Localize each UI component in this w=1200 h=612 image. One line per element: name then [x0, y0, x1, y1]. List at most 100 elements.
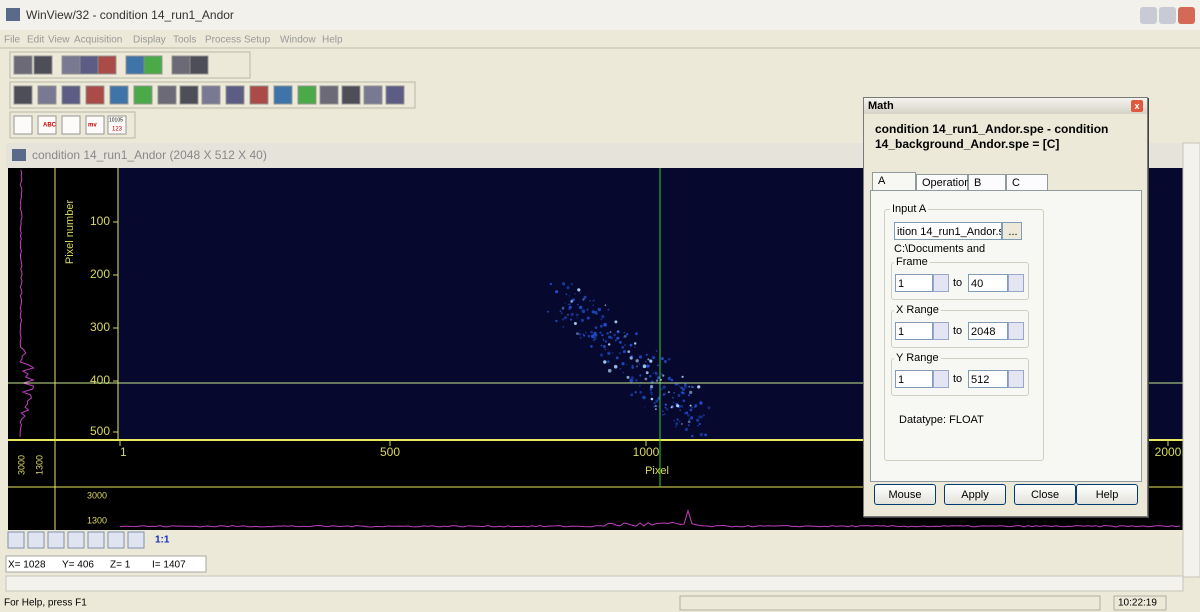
speckle	[566, 293, 568, 295]
spinner[interactable]	[1008, 274, 1024, 292]
menu-item[interactable]: File	[4, 35, 21, 46]
range-to[interactable]: 512	[968, 370, 1008, 388]
speckle	[569, 295, 570, 296]
speckle	[626, 364, 627, 365]
speckle	[617, 331, 618, 332]
spinner[interactable]	[1008, 322, 1024, 340]
toolbar-button[interactable]	[342, 86, 360, 104]
speckle	[631, 366, 634, 369]
toolbar-button[interactable]	[202, 86, 220, 104]
readout-x: X= 1028	[8, 560, 46, 571]
toolbar-button[interactable]	[226, 86, 244, 104]
speckle	[708, 406, 711, 409]
dialog-button[interactable]: Close	[1014, 484, 1076, 505]
app-icon	[6, 8, 20, 21]
menu-item[interactable]: Window	[280, 35, 316, 46]
toolbar-button[interactable]	[86, 86, 104, 104]
toolbar-button[interactable]	[62, 56, 80, 74]
range-from[interactable]: 1	[895, 322, 933, 340]
spinner[interactable]	[933, 322, 949, 340]
menu-item[interactable]: Help	[322, 35, 343, 46]
speckle	[645, 378, 648, 381]
toolbar-button[interactable]	[14, 116, 32, 134]
body: { "window": { "title": "WinView/32 - con…	[0, 0, 1200, 612]
spinner[interactable]	[933, 274, 949, 292]
menu-item[interactable]: Setup	[244, 35, 271, 46]
range-from[interactable]: 1	[895, 370, 933, 388]
toolbar-button[interactable]	[14, 86, 32, 104]
range-to[interactable]: 40	[968, 274, 1008, 292]
speckle	[610, 337, 612, 339]
toolbar-button[interactable]	[180, 86, 198, 104]
close-button[interactable]	[1178, 7, 1195, 24]
tab[interactable]: B	[968, 174, 1006, 191]
toolbar-button[interactable]	[38, 86, 56, 104]
range-group: X Range1to2048	[891, 310, 1029, 348]
menu-item[interactable]: View	[48, 35, 70, 46]
menu-item[interactable]: Display	[133, 35, 166, 46]
speckle	[662, 375, 664, 377]
speckle	[612, 352, 614, 354]
spinner[interactable]	[1008, 370, 1024, 388]
minimize-button[interactable]	[1140, 7, 1157, 24]
speckle	[579, 333, 582, 336]
toolbar-button[interactable]	[14, 56, 32, 74]
dialog-button[interactable]: Apply	[944, 484, 1006, 505]
speckle	[567, 314, 568, 315]
speckle	[682, 388, 685, 391]
dialog-button[interactable]: Mouse	[874, 484, 936, 505]
speckle	[646, 365, 649, 368]
speckle	[671, 379, 673, 381]
speckle	[607, 309, 609, 311]
toolbar-button[interactable]	[190, 56, 208, 74]
y-tick-label: 300	[90, 320, 110, 334]
speckle	[576, 317, 577, 318]
speckle	[601, 315, 604, 318]
dialog-close[interactable]: x	[1131, 100, 1143, 112]
file-field[interactable]: ition 14_run1_Andor.spe	[894, 222, 1002, 240]
toolbar-button[interactable]	[126, 56, 144, 74]
toolbar-button[interactable]	[144, 56, 162, 74]
horizontal-scrollbar[interactable]	[6, 576, 1183, 591]
range-to[interactable]: 2048	[968, 322, 1008, 340]
speckle	[677, 394, 680, 397]
speckle	[666, 408, 669, 411]
toolbar-button[interactable]	[134, 86, 152, 104]
maximize-button[interactable]	[1159, 7, 1176, 24]
toolbar-button[interactable]	[386, 86, 404, 104]
toolbar-button[interactable]	[34, 56, 52, 74]
toolbar-button[interactable]	[274, 86, 292, 104]
spinner[interactable]	[933, 370, 949, 388]
toolbar-button[interactable]	[250, 86, 268, 104]
toolbar-button[interactable]	[320, 86, 338, 104]
menu-item[interactable]: Tools	[173, 35, 196, 46]
dialog-button[interactable]: Help	[1076, 484, 1138, 505]
tab[interactable]: A	[872, 172, 916, 191]
menu-item[interactable]: Process	[205, 35, 241, 46]
toolbar-button[interactable]	[98, 56, 116, 74]
vertical-scrollbar[interactable]	[1183, 143, 1200, 577]
toolbar-button[interactable]	[298, 86, 316, 104]
speckle	[699, 401, 702, 404]
menu-item[interactable]: Edit	[27, 35, 44, 46]
cursor-readout: X= 1028 Y= 406 Z= 1 I= 1407	[6, 556, 206, 572]
toolbar-button[interactable]	[364, 86, 382, 104]
browse-button[interactable]: ...	[1002, 222, 1022, 240]
speckle	[579, 306, 582, 309]
bottom-profile-tick: 3000	[87, 490, 107, 500]
toolbar-button[interactable]	[62, 86, 80, 104]
toolbar-button[interactable]	[80, 56, 98, 74]
tab[interactable]: Operation	[916, 174, 968, 191]
zoom-toolbar	[8, 532, 144, 548]
toolbar-button[interactable]	[158, 86, 176, 104]
menu-item[interactable]: Acquisition	[74, 35, 122, 46]
toolbar-button[interactable]	[110, 86, 128, 104]
tab[interactable]: C	[1006, 174, 1048, 191]
speckle	[696, 419, 699, 422]
y-tick-label: 200	[90, 267, 110, 281]
x-tick-label: 500	[380, 445, 400, 459]
speckle	[675, 383, 677, 385]
toolbar-button[interactable]	[172, 56, 190, 74]
toolbar-button[interactable]	[62, 116, 80, 134]
range-from[interactable]: 1	[895, 274, 933, 292]
